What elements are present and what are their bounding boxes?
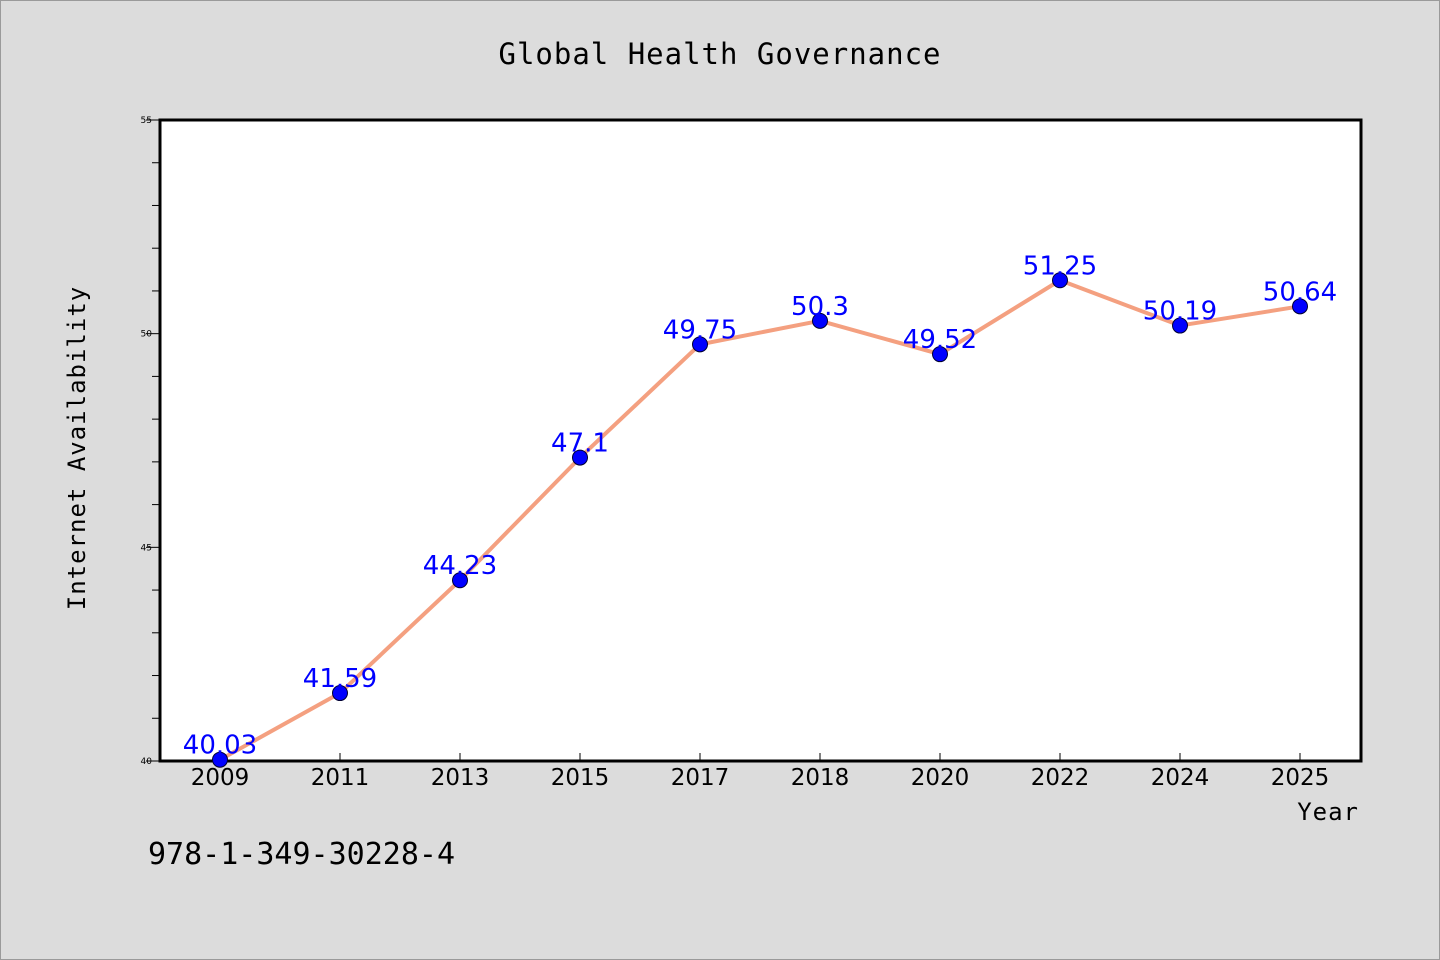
data-label: 47.1 [551,429,609,459]
chart-title: Global Health Governance [498,37,941,71]
y-tick-label: 50 [141,330,153,340]
x-axis-label: Year [1297,798,1359,826]
y-axis-label: Internet Availability [63,286,91,610]
x-tick-label: 2013 [431,765,490,791]
data-point [692,336,708,353]
y-tick-label: 40 [141,757,153,767]
plot-area [158,118,1363,763]
x-tick-label: 2018 [791,765,850,791]
data-point [212,751,228,768]
data-point [812,312,828,329]
data-point [1172,317,1188,334]
data-point [932,346,948,363]
data-point [1052,272,1068,289]
data-markers [212,272,1308,768]
data-label: 49.75 [663,315,737,345]
x-tick-label: 2011 [311,765,370,791]
data-label: 41.59 [303,664,377,694]
data-point [1292,298,1308,315]
data-label: 50.64 [1263,277,1337,307]
x-axis: 2009 2011 2013 2015 2017 2018 2020 2022 2024 2025 [191,753,1330,791]
x-tick-label: 2020 [911,765,970,791]
data-label: 51.25 [1023,251,1097,281]
data-label: 44.23 [423,551,497,581]
data-point [332,685,348,702]
y-axis: 40 45 50 55 [141,116,160,767]
x-tick-label: 2022 [1031,765,1090,791]
x-tick-label: 2024 [1151,765,1210,791]
data-point [572,449,588,466]
y-tick-label: 55 [141,116,152,126]
x-tick-label: 2015 [551,765,610,791]
x-tick-label: 2009 [191,765,250,791]
data-label: 40.03 [183,731,257,761]
y-tick-label: 45 [141,543,152,553]
data-label: 50.19 [1143,297,1217,327]
data-label: 50.3 [791,292,849,322]
isbn-text: 978-1-349-30228-4 [148,837,455,872]
data-label: 49.52 [903,325,977,355]
x-tick-label: 2025 [1271,765,1330,791]
data-labels: 40.03 41.59 44.23 47.1 49.75 50.3 49.52 51.25 50… [183,251,1337,760]
x-tick-label: 2017 [671,765,730,791]
series-line [218,278,1302,762]
data-point [452,572,468,589]
